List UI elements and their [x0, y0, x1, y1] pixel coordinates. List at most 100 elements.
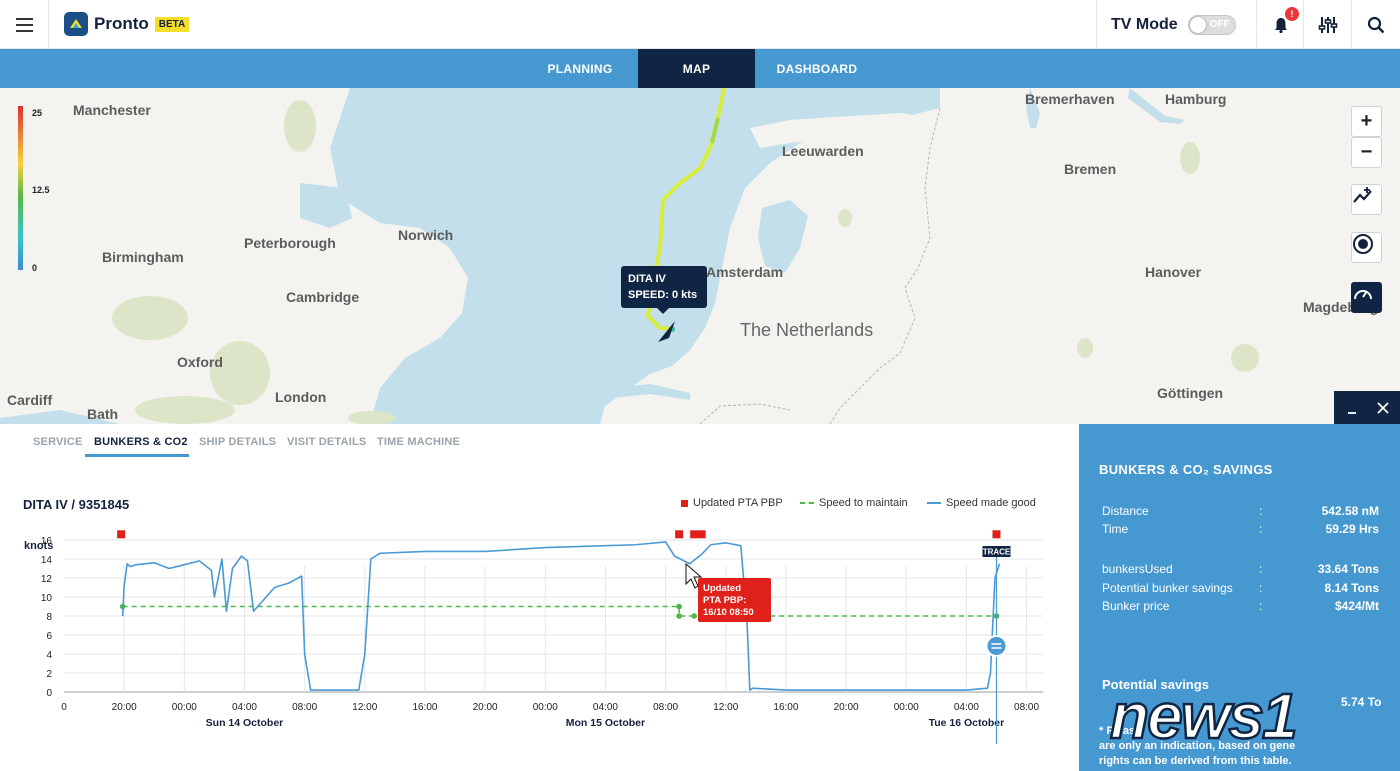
disclaimer-line: are only an indication, based on gene [1099, 740, 1296, 752]
ship-tooltip[interactable]: DITA IV SPEED: 0 kts [621, 266, 707, 314]
speed-to-maintain-point [676, 603, 682, 610]
legend-speed-made-good[interactable]: Speed made good [927, 497, 1036, 509]
zoom-in-button[interactable]: + [1351, 106, 1382, 137]
pta-marker [690, 530, 699, 539]
red-square-icon [681, 499, 688, 507]
city-label: Bremerhaven [1025, 91, 1115, 107]
y-tick-label: 6 [46, 631, 52, 642]
row-label: Time [1102, 522, 1129, 536]
plus-icon: + [1360, 110, 1373, 132]
tab-map[interactable]: MAP [638, 49, 755, 88]
city-label: Göttingen [1157, 385, 1224, 401]
city-label: Bremen [1064, 161, 1117, 177]
mouse-cursor-icon [685, 562, 703, 589]
green-areas [112, 100, 1259, 424]
ijsselmeer [758, 200, 808, 273]
scheldt-estuary [610, 384, 690, 400]
y-tick-label: 12 [41, 574, 53, 585]
y-tick-label: 4 [46, 650, 52, 661]
tab-label: PLANNING [547, 61, 613, 76]
subtab-ship-details[interactable]: SHIP DETAILS [199, 436, 277, 448]
row-separator: : [1259, 599, 1263, 613]
app-name: Pronto [94, 14, 149, 33]
x-tick-label: 04:00 [954, 702, 979, 713]
speed-to-maintain-line [122, 605, 997, 617]
zoom-out-button[interactable]: − [1351, 137, 1382, 168]
x-tick-label: 12:00 [713, 702, 738, 713]
tab-dashboard[interactable]: DASHBOARD [755, 49, 879, 88]
wash-bay [300, 183, 352, 228]
y-tick-label: 14 [41, 555, 53, 566]
speed-layer-button[interactable] [1351, 282, 1382, 313]
pta-tooltip-text: Updated [703, 583, 741, 594]
city-label: Cardiff [7, 392, 53, 408]
pta-tooltip-text: 16/10 08:50 [703, 607, 754, 618]
minimize-icon[interactable] [1346, 401, 1360, 415]
search-button[interactable] [1351, 0, 1400, 49]
row-value: 33.64 Tons [1317, 562, 1379, 576]
target-button[interactable] [1351, 232, 1382, 263]
details-panel: SERVICE BUNKERS & CO2 SHIP DETAILS VISIT… [0, 424, 1079, 771]
city-label: Peterborough [244, 235, 336, 251]
subtab-bunkers-co2[interactable]: BUNKERS & CO2 [94, 436, 188, 448]
x-tick-label: 00:00 [894, 702, 919, 713]
legend-label: Updated PTA PBP [693, 497, 783, 509]
menu-button[interactable] [0, 0, 49, 49]
hamburger-icon [15, 23, 33, 26]
pta-marker [697, 530, 706, 539]
date-label: Mon 15 October [566, 717, 645, 729]
trace-label: TRACE [983, 548, 1011, 557]
disclaimer-line: rights can be derived from this table. [1099, 755, 1292, 767]
tab-planning[interactable]: PLANNING [522, 49, 638, 88]
notifications-button[interactable]: ! [1256, 0, 1305, 49]
panel-controls [1334, 391, 1400, 424]
pta-tooltip [698, 578, 771, 622]
pronto-logo-icon [64, 12, 88, 36]
route-button[interactable] [1351, 184, 1382, 215]
city-label: London [275, 389, 327, 405]
speed-legend-mid: 12.5 [32, 185, 50, 195]
legend-updated-pta[interactable]: Updated PTA PBP [681, 497, 783, 509]
city-label: Bath [87, 406, 119, 422]
news1-watermark: news1 [1109, 679, 1299, 754]
speed-chart[interactable]: 0 2 4 6 8 10 12 14 16 20:00 00:00 04:00 08:00 12:00 16… [0, 424, 1079, 754]
x-tick-label: 00:00 [172, 702, 197, 713]
trend-line-icon [1353, 187, 1372, 203]
x-tick-label: 0 [61, 702, 67, 713]
speed-legend-min: 0 [32, 263, 38, 273]
minus-icon: − [1360, 141, 1373, 163]
app-logo[interactable]: Pronto BETA [64, 12, 190, 36]
savings-disclaimer: * Pleas are only an indication, based on… [1099, 724, 1389, 769]
pta-tooltip-text: PTA PBP: [703, 595, 746, 606]
close-icon[interactable] [1376, 401, 1390, 415]
subtab-service[interactable]: SERVICE [33, 436, 83, 448]
vessel-route-low [710, 117, 720, 144]
dashed-line-icon [800, 502, 814, 504]
main-nav: PLANNING MAP DASHBOARD [0, 49, 1400, 88]
ship-name: DITA IV [628, 273, 666, 285]
x-tick-label: 20:00 [834, 702, 859, 713]
subtab-time-machine[interactable]: TIME MACHINE [377, 436, 461, 448]
subtab-visit-details[interactable]: VISIT DETAILS [287, 436, 367, 448]
pta-marker [992, 530, 1001, 539]
city-label: Leeuwarden [782, 143, 864, 159]
toggle-state: OFF [1209, 18, 1230, 30]
city-label: Norwich [398, 227, 454, 243]
filters-button[interactable] [1303, 0, 1352, 49]
city-label: Hamburg [1165, 91, 1227, 107]
savings-panel: BUNKERS & CO₂ SAVINGS Distance : 542.58 … [1079, 424, 1400, 771]
row-value: 8.14 Tons [1324, 581, 1379, 595]
tv-mode-label: TV Mode [1111, 15, 1178, 33]
pta-marker [675, 530, 684, 539]
x-tick-label: 04:00 [593, 702, 618, 713]
x-tick-label: 08:00 [1014, 702, 1039, 713]
ship-speed: SPEED: 0 kts [628, 289, 698, 301]
row-label: Bunker price [1102, 599, 1170, 613]
english-channel [0, 410, 120, 424]
tv-mode-toggle[interactable]: OFF [1187, 14, 1236, 35]
vessel-map[interactable]: 25 12.5 0 Manchester Birmingham Peterbor… [0, 88, 1400, 424]
search-icon [1367, 16, 1385, 33]
frisian-coast [750, 113, 930, 148]
legend-speed-to-maintain[interactable]: Speed to maintain [800, 497, 908, 509]
x-tick-label: 00:00 [533, 702, 558, 713]
